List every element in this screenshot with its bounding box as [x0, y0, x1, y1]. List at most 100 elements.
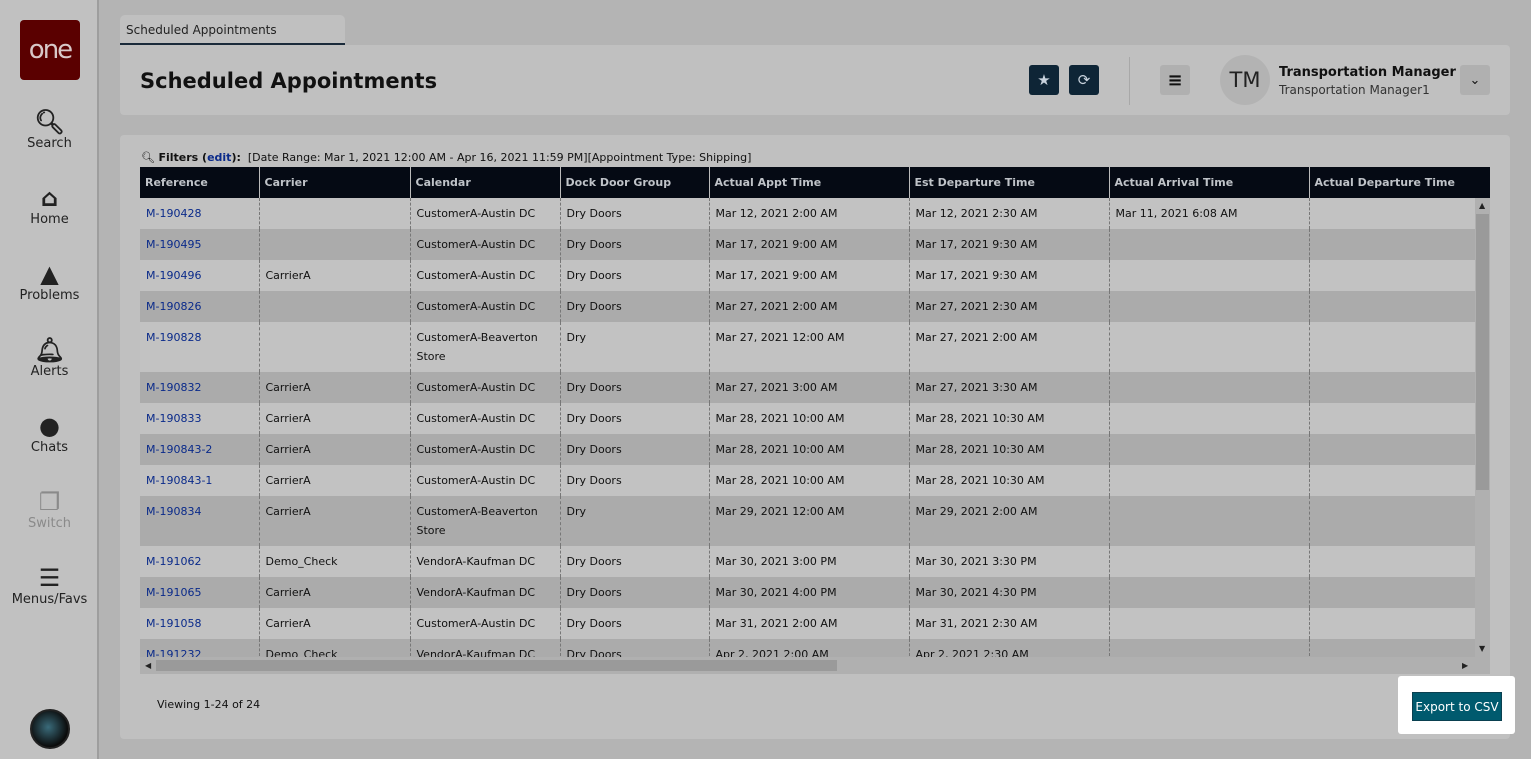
table-cell: [1308, 260, 1490, 291]
assistant-avatar[interactable]: [30, 709, 70, 749]
table-cell: [258, 291, 410, 322]
table-cell: Mar 28, 2021 10:30 AM: [908, 403, 1109, 434]
reference-link[interactable]: M-190428: [146, 207, 202, 220]
column-header[interactable]: Reference: [140, 167, 259, 198]
table-row[interactable]: M-190828 CustomerA-Beaverton Store Dry Mar …: [140, 322, 1490, 372]
table-cell: Dry Doors: [559, 403, 709, 434]
reference-link[interactable]: M-190826: [146, 300, 202, 313]
table-cell: [1108, 291, 1309, 322]
reference-link[interactable]: M-190843-1: [146, 474, 213, 487]
menu-button[interactable]: ≡: [1160, 65, 1190, 95]
sidebar-item-menus-favs[interactable]: ☰ Menus/Favs: [0, 564, 99, 607]
table-cell: CustomerA-Austin DC: [409, 434, 560, 465]
reference-link[interactable]: M-190834: [146, 505, 202, 518]
table-cell: M-190826: [140, 291, 259, 322]
sidebar-item-label: Problems: [19, 288, 80, 303]
reference-link[interactable]: M-190828: [146, 331, 202, 344]
reference-link[interactable]: M-191065: [146, 586, 202, 599]
table-cell: Mar 31, 2021 2:30 AM: [908, 608, 1109, 639]
export-csv-button[interactable]: Export to CSV: [1412, 692, 1502, 721]
sidebar-item-label: Switch: [28, 516, 71, 531]
reference-link[interactable]: M-191058: [146, 617, 202, 630]
table-cell: [1308, 403, 1490, 434]
table-cell: Mar 17, 2021 9:00 AM: [708, 229, 909, 260]
horizontal-scroll-thumb[interactable]: [156, 660, 837, 671]
table-cell: VendorA-Kaufman DC: [409, 577, 560, 608]
column-header[interactable]: Actual Departure Time: [1308, 167, 1490, 198]
table-cell: [1308, 496, 1490, 546]
column-header[interactable]: Actual Arrival Time: [1108, 167, 1309, 198]
scroll-up-icon[interactable]: ▲: [1479, 201, 1486, 210]
column-header[interactable]: Actual Appt Time: [708, 167, 909, 198]
table-row[interactable]: M-190495 CustomerA-Austin DC Dry Doors Mar …: [140, 229, 1490, 260]
table-cell: CarrierA: [258, 434, 410, 465]
user-avatar[interactable]: TM: [1220, 55, 1270, 105]
table-row[interactable]: M-191062 Demo_Check VendorA-Kaufman DC Dry …: [140, 546, 1490, 577]
sidebar-item-problems[interactable]: ▲ Problems: [0, 260, 99, 303]
table-cell: [1308, 291, 1490, 322]
page-title: Scheduled Appointments: [140, 69, 438, 93]
column-header[interactable]: Est Departure Time: [908, 167, 1109, 198]
table-cell: Dry Doors: [559, 465, 709, 496]
table-row[interactable]: M-190834 CarrierA CustomerA-Beaverton Stor…: [140, 496, 1490, 546]
column-header[interactable]: Carrier: [258, 167, 410, 198]
sidebar-item-alerts[interactable]: 🔔︎ Alerts: [0, 336, 99, 379]
table-cell: M-190832: [140, 372, 259, 403]
column-header[interactable]: Dock Door Group: [559, 167, 709, 198]
table-cell: Mar 27, 2021 12:00 AM: [708, 322, 909, 372]
table-row[interactable]: M-190833 CarrierA CustomerA-Austin DC Dry D…: [140, 403, 1490, 434]
vertical-scrollbar[interactable]: ▲ ▼: [1475, 198, 1490, 657]
search-icon: 🔍︎: [141, 151, 155, 164]
sidebar-item-switch[interactable]: ❐ Switch: [0, 488, 99, 531]
table-cell: CustomerA-Beaverton Store: [409, 496, 560, 546]
menu-icon: ≡: [1167, 69, 1183, 91]
table-cell: [1308, 546, 1490, 577]
column-header[interactable]: Calendar: [409, 167, 560, 198]
table-cell: Mar 27, 2021 2:00 AM: [908, 322, 1109, 372]
table-cell: CarrierA: [258, 465, 410, 496]
table-row[interactable]: M-190826 CustomerA-Austin DC Dry Doors Mar …: [140, 291, 1490, 322]
refresh-button[interactable]: ⟳: [1069, 65, 1099, 95]
logo[interactable]: one: [20, 20, 80, 80]
table-cell: [1108, 434, 1309, 465]
table-cell: Dry Doors: [559, 229, 709, 260]
table-cell: CarrierA: [258, 577, 410, 608]
table-cell: [1108, 322, 1309, 372]
table-cell: [1308, 434, 1490, 465]
table-row[interactable]: M-191058 CarrierA CustomerA-Austin DC Dry D…: [140, 608, 1490, 639]
table-cell: Mar 30, 2021 4:00 PM: [708, 577, 909, 608]
scroll-down-icon[interactable]: ▼: [1479, 644, 1486, 653]
table-row[interactable]: M-190832 CarrierA CustomerA-Austin DC Dry D…: [140, 372, 1490, 403]
user-dropdown-button[interactable]: ⌄: [1460, 65, 1490, 95]
table-cell: Mar 27, 2021 2:00 AM: [708, 291, 909, 322]
table-row[interactable]: M-190843-2 CarrierA CustomerA-Austin DC Dry…: [140, 434, 1490, 465]
table-cell: Mar 31, 2021 2:00 AM: [708, 608, 909, 639]
edit-filters-link[interactable]: edit: [207, 151, 232, 164]
table-cell: [1108, 496, 1309, 546]
reference-link[interactable]: M-190843-2: [146, 443, 213, 456]
scroll-left-icon[interactable]: ◀: [145, 661, 152, 670]
table-row[interactable]: M-190843-1 CarrierA CustomerA-Austin DC Dry…: [140, 465, 1490, 496]
sidebar-item-home[interactable]: ⌂ Home: [0, 184, 99, 227]
table-cell: [1108, 403, 1309, 434]
vertical-scroll-thumb[interactable]: [1476, 214, 1489, 490]
user-role: Transportation Manager1: [1279, 83, 1430, 97]
table-cell: CarrierA: [258, 608, 410, 639]
table-row[interactable]: M-190428 CustomerA-Austin DC Dry Doors Mar …: [140, 198, 1490, 229]
reference-link[interactable]: M-190496: [146, 269, 202, 282]
horizontal-scrollbar[interactable]: ◀ ▶: [140, 657, 1490, 674]
table-cell: [1108, 608, 1309, 639]
scroll-right-icon[interactable]: ▶: [1462, 661, 1469, 670]
table-cell: Mar 28, 2021 10:30 AM: [908, 434, 1109, 465]
favorite-button[interactable]: ★: [1029, 65, 1059, 95]
sidebar-item-chats[interactable]: ● Chats: [0, 412, 99, 455]
table-row[interactable]: M-190496 CarrierA CustomerA-Austin DC Dry D…: [140, 260, 1490, 291]
reference-link[interactable]: M-191062: [146, 555, 202, 568]
sidebar-item-search[interactable]: 🔍︎ Search: [0, 108, 99, 151]
chevron-down-icon: ⌄: [1469, 72, 1481, 88]
reference-link[interactable]: M-190832: [146, 381, 202, 394]
tab-scheduled-appointments[interactable]: Scheduled Appointments: [120, 15, 345, 45]
reference-link[interactable]: M-190495: [146, 238, 202, 251]
reference-link[interactable]: M-190833: [146, 412, 202, 425]
table-row[interactable]: M-191065 CarrierA VendorA-Kaufman DC Dry Do…: [140, 577, 1490, 608]
